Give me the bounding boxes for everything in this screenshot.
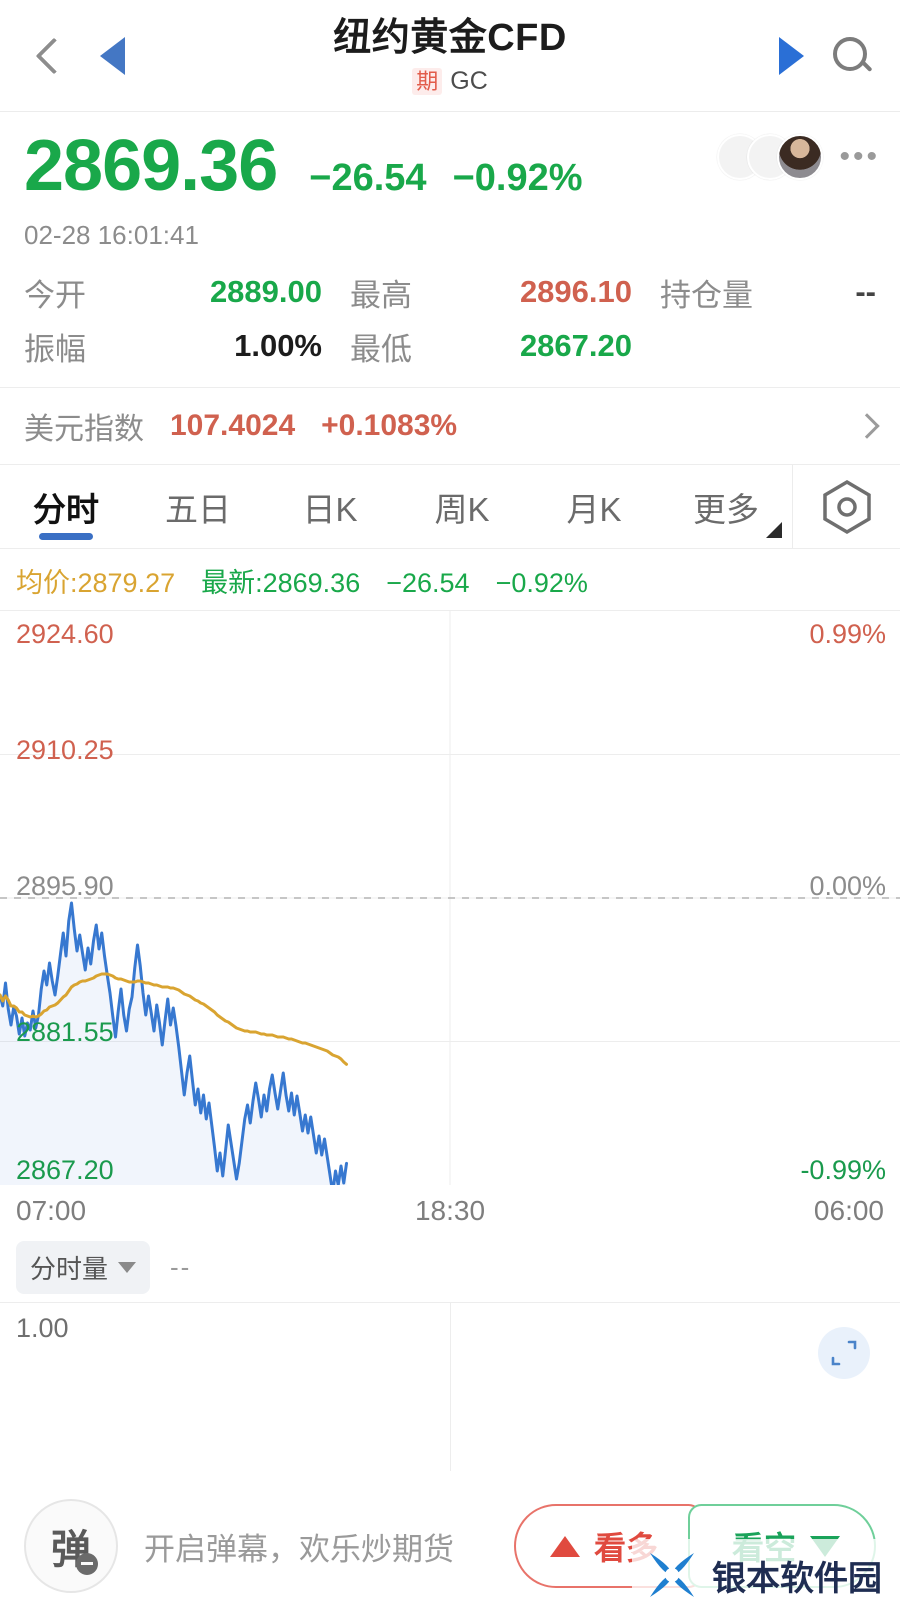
- quote-summary: 2869.36 −26.54 −0.92% 02-28 16:01:41 •••: [0, 112, 900, 255]
- y-axis-pct-label: -0.99%: [800, 1155, 886, 1185]
- last-price: 2869.36: [24, 126, 278, 206]
- price-change: −26.54: [309, 157, 427, 199]
- quote-price-row: 2869.36 −26.54 −0.92%: [24, 130, 876, 202]
- back-button[interactable]: [18, 37, 90, 74]
- y-axis-label: 2910.25: [16, 735, 114, 765]
- chart-settings-button[interactable]: [792, 465, 900, 548]
- volume-indicator-selector[interactable]: 分时量: [16, 1241, 151, 1294]
- tab-five-day[interactable]: 五日: [132, 465, 264, 548]
- corner-triangle-icon: [766, 522, 782, 538]
- usd-index-value: 107.4024: [170, 409, 296, 442]
- triangle-left-icon: [100, 36, 125, 75]
- avatar: [777, 134, 824, 180]
- legend-change-pct: −0.92%: [495, 568, 588, 598]
- chart-period-tabs: 分时 五日 日K 周K 月K 更多: [0, 465, 900, 549]
- expand-fullscreen-icon: [831, 1340, 857, 1366]
- open-interest-label: 持仓量: [660, 277, 753, 313]
- symbol-subtitle: 期 GC: [0, 67, 900, 96]
- open-label: 今开: [24, 277, 86, 313]
- danmu-toggle-button[interactable]: 弹: [24, 1499, 118, 1593]
- tab-label: 五日: [165, 490, 231, 528]
- prev-symbol-button[interactable]: [100, 36, 125, 75]
- amplitude-label: 振幅: [24, 331, 86, 367]
- header-title-block: 纽约黄金CFD 期 GC: [0, 6, 900, 96]
- chart-legend: 均价:2879.27 最新:2869.36 −26.54 −0.92%: [0, 549, 900, 610]
- triangle-right-icon: [779, 36, 804, 75]
- legend-last-price: 最新:2869.36: [201, 568, 361, 598]
- chevron-right-icon: [854, 413, 880, 439]
- open-interest-value: --: [855, 274, 876, 309]
- x-axis-tick: 18:30: [414, 1195, 486, 1226]
- chevron-left-icon: [35, 37, 73, 74]
- chart-x-axis: 07:00 18:30 06:00: [0, 1185, 900, 1237]
- y-axis-label: 2881.55: [16, 1017, 114, 1047]
- watchers-avatars[interactable]: •••: [717, 134, 880, 180]
- tab-weekly-k[interactable]: 周K: [396, 465, 528, 548]
- volume-selector-label: 分时量: [30, 1254, 109, 1284]
- intraday-price-chart[interactable]: 2924.60 2910.25 2895.90 2881.55 2867.20 …: [0, 610, 900, 1185]
- volume-scale-label: 1.00: [16, 1313, 69, 1343]
- low-value: 2867.20: [519, 328, 632, 363]
- tab-label: 周K: [434, 490, 490, 528]
- tab-daily-k[interactable]: 日K: [264, 465, 396, 548]
- tab-more[interactable]: 更多: [660, 465, 792, 548]
- usd-index-label: 美元指数: [24, 413, 144, 446]
- stats-row-2: 振幅 1.00% 最低 2867.20: [24, 319, 876, 373]
- triangle-up-icon: [549, 1535, 580, 1557]
- search-icon: [833, 36, 873, 75]
- x-axis-tick: 07:00: [16, 1195, 87, 1226]
- high-label: 最高: [350, 277, 412, 313]
- next-symbol-button[interactable]: [779, 36, 804, 75]
- volume-chart[interactable]: 1.00: [0, 1302, 900, 1512]
- usd-index-row[interactable]: 美元指数 107.4024 +0.1083%: [0, 387, 900, 465]
- stats-row-1: 今开 2889.00 最高 2896.10 持仓量 --: [24, 265, 876, 319]
- caret-down-icon: [118, 1262, 137, 1273]
- open-value: 2889.00: [209, 274, 322, 309]
- page-title: 纽约黄金CFD: [333, 17, 567, 59]
- danmu-off-badge-icon: [76, 1553, 98, 1575]
- tab-monthly-k[interactable]: 月K: [528, 465, 660, 548]
- tab-fenshi[interactable]: 分时: [0, 465, 132, 548]
- low-label: 最低: [350, 331, 412, 367]
- volume-grid-midline: [450, 1303, 451, 1511]
- volume-panel-header: 分时量 --: [0, 1237, 900, 1302]
- symbol-code: GC: [450, 67, 488, 95]
- legend-avg-price: 均价:2879.27: [16, 568, 176, 598]
- amplitude-value: 1.00%: [234, 328, 322, 363]
- expand-fullscreen-button[interactable]: [818, 1327, 870, 1379]
- futures-badge: 期: [412, 67, 443, 96]
- tab-label: 分时: [33, 490, 99, 528]
- more-dots-icon[interactable]: •••: [839, 140, 880, 173]
- quote-timestamp: 02-28 16:01:41: [24, 220, 199, 250]
- y-axis-label: 2895.90: [16, 871, 114, 901]
- high-value: 2896.10: [519, 274, 632, 309]
- y-axis-label: 2924.60: [16, 619, 114, 649]
- usd-index-pct: +0.1083%: [321, 409, 458, 442]
- tab-label: 月K: [566, 490, 622, 528]
- tab-label: 更多: [693, 490, 759, 528]
- tab-label: 日K: [302, 490, 358, 528]
- app-header: 纽约黄金CFD 期 GC: [0, 0, 900, 112]
- legend-change: −26.54: [386, 568, 470, 598]
- bunben-x-logo-icon: [650, 1553, 694, 1597]
- site-watermark: 银本软件园: [632, 1539, 892, 1611]
- watermark-text: 银本软件园: [712, 1559, 882, 1598]
- x-axis-tick: 06:00: [813, 1195, 884, 1226]
- y-axis-pct-label: 0.99%: [809, 619, 886, 649]
- price-change-pct: −0.92%: [452, 157, 583, 199]
- quote-stats: 今开 2889.00 最高 2896.10 持仓量 -- 振幅 1.00% 最低…: [0, 255, 900, 387]
- y-axis-label: 2867.20: [16, 1155, 114, 1185]
- settings-hexagon-icon: [822, 479, 871, 534]
- danmu-hint-text: 开启弹幕，欢乐炒期货: [144, 1531, 454, 1567]
- y-axis-pct-label: 0.00%: [809, 871, 886, 901]
- search-button[interactable]: [804, 36, 900, 75]
- volume-value: --: [170, 1252, 192, 1282]
- price-chart-canvas: [0, 611, 900, 1185]
